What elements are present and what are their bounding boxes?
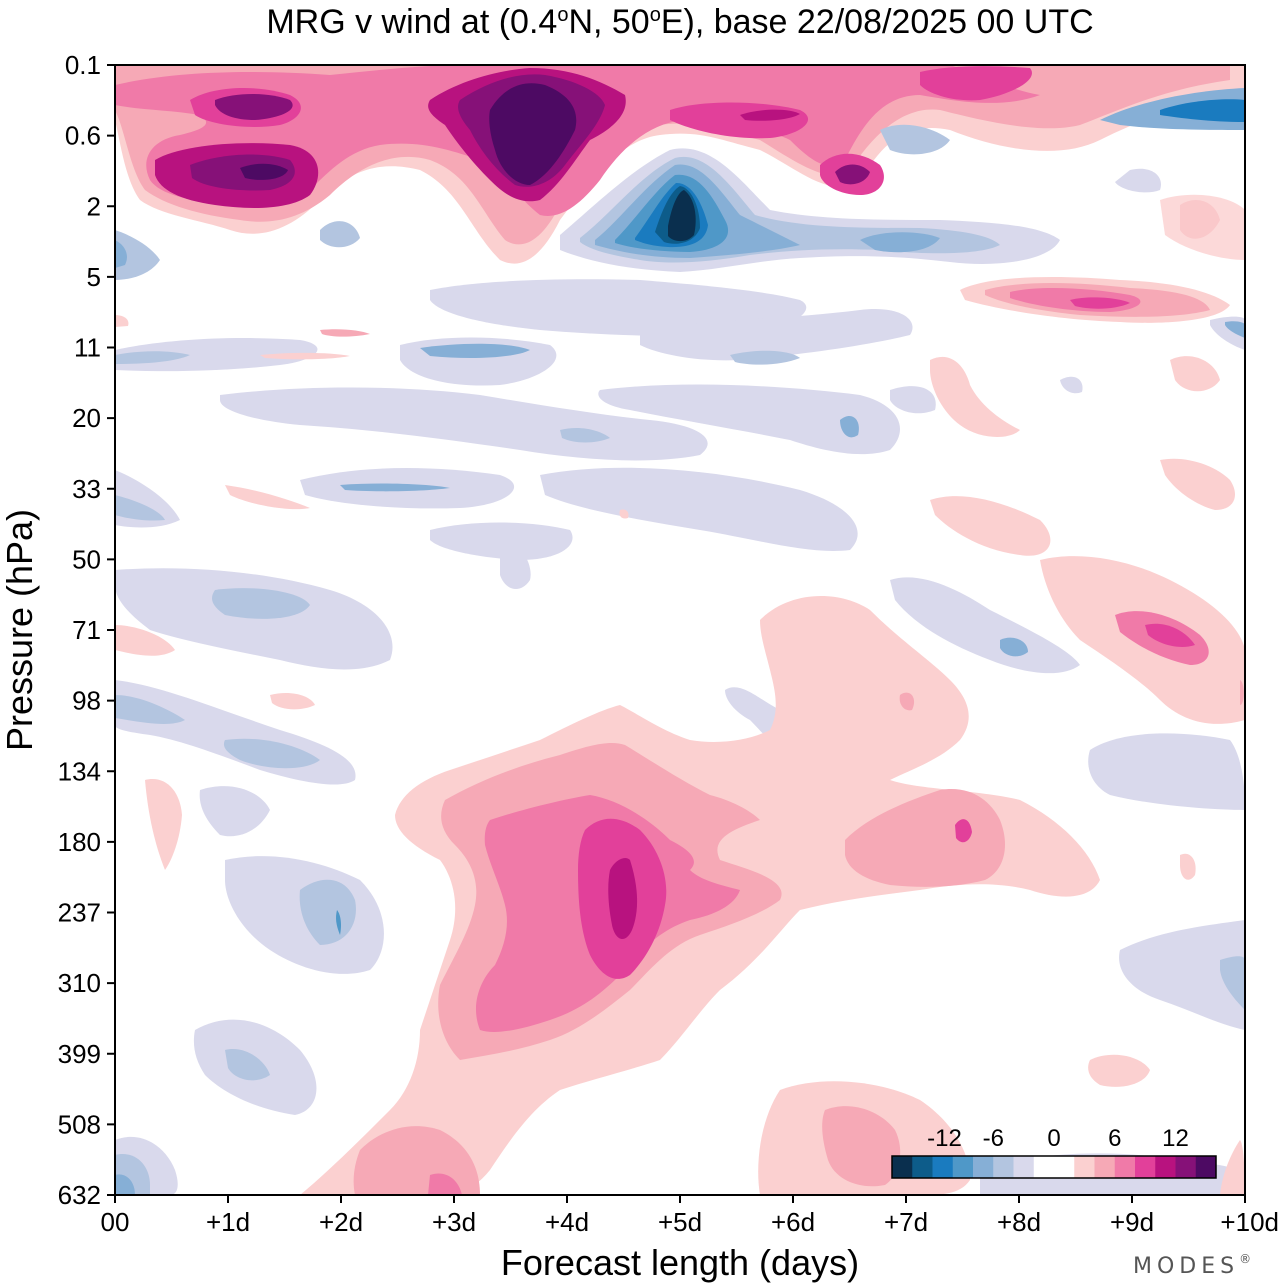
y-tick-label: 632 (58, 1180, 101, 1210)
colorbar-frame (891, 1155, 1217, 1179)
y-axis-label: Pressure (hPa) (0, 509, 40, 751)
colorbar-swatch (1054, 1156, 1075, 1178)
x-tick-label: +5d (658, 1207, 702, 1237)
x-tick-label: +8d (997, 1207, 1041, 1237)
x-axis-label: Forecast length (days) (501, 1242, 859, 1283)
x-tick-label: +9d (1110, 1207, 1154, 1237)
colorbar-swatch (892, 1156, 913, 1178)
colorbar-swatch (912, 1156, 933, 1178)
colorbar-swatch (1155, 1156, 1176, 1178)
y-tick-label: 134 (58, 756, 101, 786)
y-tick-label: 0.1 (65, 50, 101, 80)
y-tick-label: 237 (58, 898, 101, 928)
colorbar-label: -12 (927, 1125, 962, 1152)
y-tick-label: 98 (72, 686, 101, 716)
colorbar-label: -6 (983, 1125, 1004, 1152)
y-tick-label: 11 (74, 333, 101, 363)
y-axis: 0.1 0.6 2 5 11 20 33 50 71 98 134 180 237 310 399 508 63… (58, 50, 115, 1210)
mid-right-positive (960, 194, 1245, 323)
mid-negative-wisps (115, 279, 1245, 590)
x-tick-label: +3d (432, 1207, 476, 1237)
y-tick-label: 71 (72, 615, 101, 645)
y-tick-label: 33 (72, 474, 101, 504)
colorbar-swatch (932, 1156, 954, 1178)
colorbar-swatch (993, 1156, 1014, 1178)
colorbar-swatch (1013, 1156, 1035, 1178)
upper-positive-region (115, 65, 1245, 264)
colorbar-swatch (1114, 1156, 1136, 1178)
colorbar-swatch (1033, 1156, 1055, 1178)
y-tick-label: 310 (58, 968, 101, 998)
y-tick-label: 20 (72, 403, 101, 433)
x-tick-label: +1d (206, 1207, 250, 1237)
y-tick-label: 180 (58, 827, 101, 857)
colorbar-swatch (973, 1156, 994, 1178)
x-tick-label: +10d (1220, 1207, 1279, 1237)
colorbar-label: 6 (1108, 1125, 1121, 1152)
y-tick-label: 399 (58, 1039, 101, 1069)
x-axis: 00 +1d +2d +3d +4d +5d +6d +7d +8d +9d +10d (101, 1195, 1279, 1237)
y-tick-label: 5 (87, 262, 101, 292)
colorbar-swatch (952, 1156, 974, 1178)
x-tick-label: 00 (101, 1207, 130, 1237)
colorbar: -12 -6 0 6 12 (891, 1125, 1217, 1179)
colorbar-swatch (1074, 1156, 1095, 1178)
y-tick-label: 508 (58, 1109, 101, 1139)
y-tick-label: 50 (72, 544, 101, 574)
lower-positive-region (115, 556, 1245, 1195)
colorbar-swatch (1135, 1156, 1156, 1178)
colorbar-label: 12 (1162, 1125, 1189, 1152)
x-tick-label: +7d (884, 1207, 928, 1237)
y-tick-label: 2 (87, 191, 101, 221)
colorbar-swatch (1195, 1156, 1217, 1178)
x-tick-label: +4d (545, 1207, 589, 1237)
colorbar-swatch (1094, 1156, 1116, 1178)
chart-title: MRG v wind at (0.4oN, 50oE), base 22/08/… (266, 3, 1093, 41)
mid-positive-bits (115, 315, 1235, 556)
x-tick-label: +6d (771, 1207, 815, 1237)
contour-field (115, 65, 1245, 1195)
colorbar-swatch (1175, 1156, 1197, 1178)
y-tick-label: 0.6 (65, 121, 101, 151)
x-tick-label: +2d (319, 1207, 363, 1237)
brand-label: MODES® (1133, 1252, 1256, 1279)
colorbar-label: 0 (1047, 1125, 1060, 1152)
upper-negative-region (115, 88, 1245, 280)
